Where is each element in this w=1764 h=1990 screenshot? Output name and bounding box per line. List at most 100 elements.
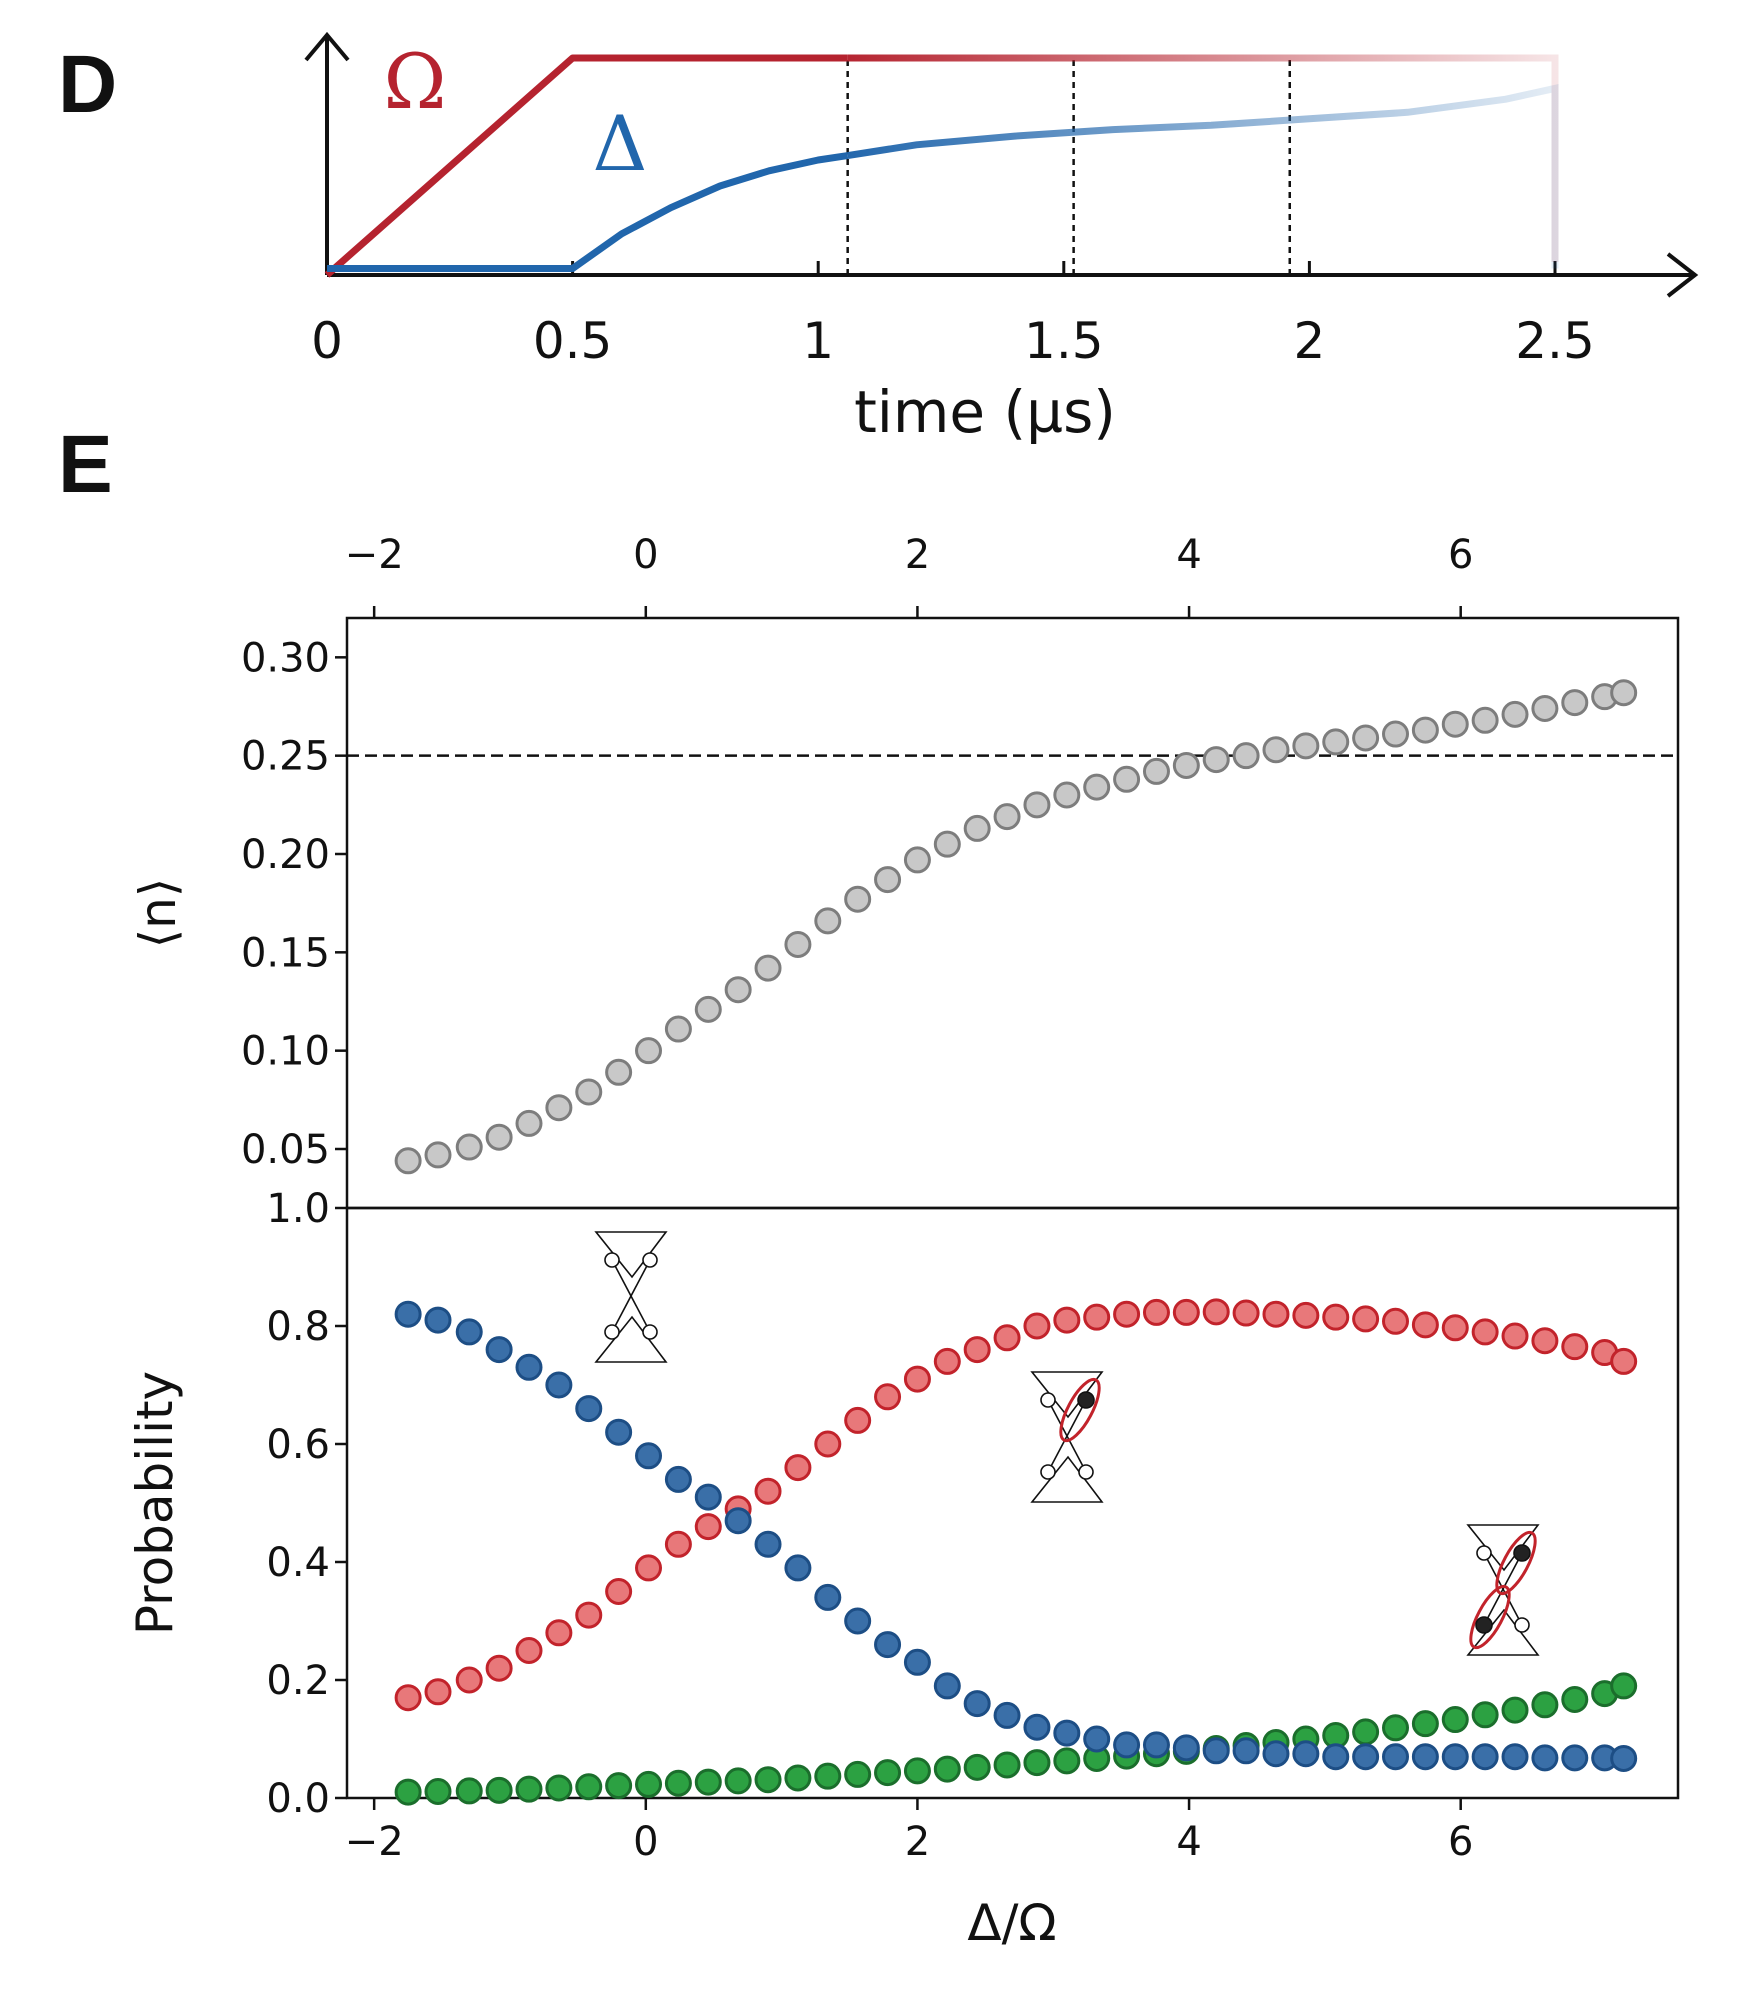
e-bottom-ytick-label: 0.4 <box>266 1540 330 1586</box>
probability-red-point <box>814 1430 842 1458</box>
probability-blue-point <box>1202 1737 1230 1765</box>
probability-green-point <box>814 1762 842 1790</box>
probability-red-point <box>1531 1327 1559 1355</box>
probability-red-point <box>1232 1299 1260 1327</box>
probability-green-point <box>664 1769 692 1797</box>
probability-blue-point <box>635 1442 663 1470</box>
probability-red-point <box>933 1347 961 1375</box>
mean-n-point <box>664 1015 692 1043</box>
probability-blue-point <box>874 1631 902 1659</box>
probability-red-point <box>1172 1298 1200 1326</box>
mean-n-point <box>814 907 842 935</box>
e-bottom-xtick-label: −2 <box>345 1819 404 1865</box>
e-top-ytick-label: 0.30 <box>241 635 330 681</box>
e-bottom-xlabel: Δ/Ω <box>967 1894 1056 1952</box>
mean-n-point <box>1531 694 1559 722</box>
probability-blue-point <box>424 1306 452 1334</box>
delta-series-faded <box>847 84 1559 269</box>
e-top-frame <box>345 616 1680 1210</box>
d-y-axis-arrow <box>304 31 350 62</box>
probability-blue-point <box>694 1483 722 1511</box>
probability-green-point <box>784 1764 812 1792</box>
mean-n-point <box>1172 752 1200 779</box>
probability-blue-point <box>664 1465 692 1493</box>
e-top-xtick-label: −2 <box>345 532 404 578</box>
probability-red-point <box>455 1666 483 1694</box>
probability-red-point <box>694 1513 722 1541</box>
probability-red-point <box>1352 1305 1380 1333</box>
probability-red-point <box>903 1365 931 1393</box>
probability-green-point <box>724 1767 752 1795</box>
probability-green-point <box>1352 1718 1380 1746</box>
probability-red-point <box>664 1530 692 1558</box>
e-bottom-ytick-label: 1.0 <box>266 1186 330 1232</box>
mean-n-point <box>1322 728 1350 756</box>
e-top-xtick-label: 4 <box>1176 532 1201 578</box>
omega-label: Ω <box>383 37 446 126</box>
mean-n-point <box>724 976 752 1004</box>
mean-n-point <box>993 803 1021 831</box>
e-top-ytick-label: 0.05 <box>241 1127 330 1173</box>
mean-n-point <box>844 885 872 913</box>
probability-red-point <box>784 1454 812 1482</box>
probability-green-point <box>394 1778 422 1806</box>
mean-n-point <box>575 1078 603 1106</box>
probability-blue-point <box>1352 1743 1380 1771</box>
probability-red-point <box>1382 1307 1410 1335</box>
probability-blue-point <box>1471 1743 1499 1771</box>
e-bottom-xtick-label: 4 <box>1176 1819 1201 1865</box>
probability-blue-point <box>1232 1737 1260 1765</box>
mean-n-point <box>455 1133 483 1161</box>
probability-red-point <box>1411 1311 1439 1339</box>
probability-red-point <box>485 1654 513 1682</box>
probability-blue-point <box>515 1353 543 1381</box>
mean-n-point <box>1113 765 1141 793</box>
e-top-ytick-label: 0.15 <box>241 930 330 976</box>
probability-green-point <box>485 1776 513 1804</box>
probability-red-point <box>993 1324 1021 1352</box>
probability-blue-point <box>963 1690 991 1718</box>
probability-green-point <box>455 1777 483 1805</box>
probability-red-point <box>1471 1318 1499 1346</box>
probability-green-point <box>1561 1685 1589 1713</box>
probability-red-point <box>844 1406 872 1434</box>
mean-n-point <box>545 1094 573 1122</box>
probability-blue-point <box>1113 1731 1141 1759</box>
probability-blue-point <box>1382 1743 1410 1771</box>
probability-blue-point <box>844 1607 872 1635</box>
mean-n-point <box>635 1037 663 1065</box>
probability-green-point <box>933 1755 961 1783</box>
probability-blue-point <box>933 1672 961 1700</box>
mean-n-point <box>903 846 931 874</box>
mean-n-point <box>1232 742 1260 770</box>
panel-d-plot: 0 0.5 1 1.5 2 2.5 time (µs) Ω Δ <box>304 31 1699 446</box>
e-top-ytick-label: 0.10 <box>241 1029 330 1075</box>
mean-n-point <box>694 995 722 1023</box>
d-xtick-label: 0.5 <box>533 312 613 370</box>
probability-green-point <box>844 1760 872 1788</box>
probability-red-point <box>874 1383 902 1411</box>
e-bottom-ytick-label: 0.0 <box>266 1776 330 1822</box>
mean-n-point <box>784 930 812 958</box>
probability-red-point <box>1023 1312 1051 1340</box>
probability-red-point <box>1610 1347 1638 1375</box>
probability-green-point <box>1501 1696 1529 1724</box>
probability-green-point <box>545 1774 573 1802</box>
probability-red-point <box>1053 1306 1081 1334</box>
e-top-ytick-label: 0.20 <box>241 832 330 878</box>
probability-green-point <box>1382 1714 1410 1742</box>
probability-blue-point <box>1322 1743 1350 1771</box>
probability-red-point <box>963 1336 991 1364</box>
probability-red-point <box>1501 1322 1529 1350</box>
d-x-axis-arrow <box>1666 252 1699 298</box>
probability-red-point <box>754 1477 782 1505</box>
mean-n-point <box>874 866 902 894</box>
mean-n-point <box>754 954 782 982</box>
probability-blue-point <box>1083 1725 1111 1753</box>
d-xtick-label: 0 <box>311 312 343 370</box>
probability-red-point <box>1561 1333 1589 1361</box>
mean-n-point <box>1262 736 1290 764</box>
panel-e-top-plot: −2 0 2 4 6 0.05 0.10 0.15 0.20 0.25 0.30 ⟨n⟩ <box>129 532 1680 1210</box>
mean-n-point <box>1142 757 1170 785</box>
